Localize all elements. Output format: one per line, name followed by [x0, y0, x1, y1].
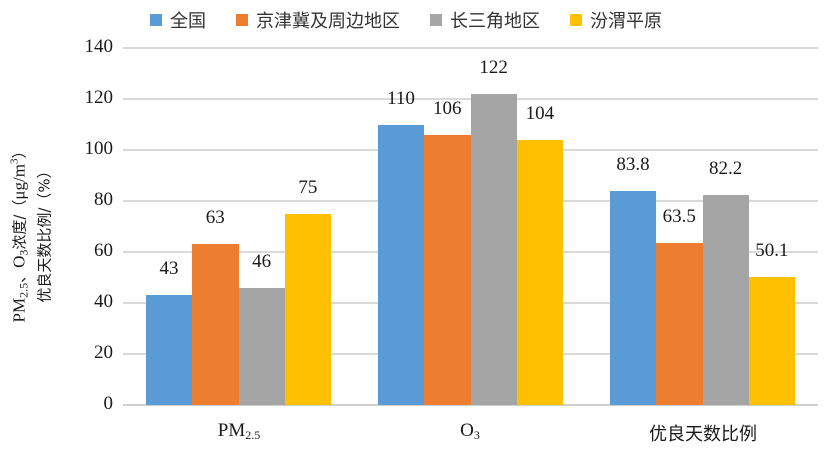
x-axis-line	[123, 404, 818, 406]
bar	[378, 124, 425, 405]
bar	[238, 287, 285, 405]
data-label: 83.8	[616, 154, 650, 176]
bar	[146, 295, 193, 405]
legend-item: 京津冀及周边地区	[236, 7, 400, 33]
x-tick-label: 优良天数比例	[649, 424, 757, 445]
legend-item: 全国	[150, 7, 206, 33]
legend-swatch	[150, 14, 162, 26]
legend-label: 汾渭平原	[590, 11, 662, 32]
bar	[610, 191, 657, 405]
y-axis-title-container: PM2.5、O3浓度/（μg/m3） 优良天数比例/（%）	[8, 118, 54, 348]
bar	[284, 213, 332, 405]
legend-swatch	[570, 14, 582, 26]
data-label: 82.2	[708, 158, 743, 180]
data-label: 110	[387, 87, 415, 109]
bar	[516, 139, 564, 405]
y-tick-label: 40	[94, 291, 113, 312]
legend-label: 京津冀及周边地区	[256, 11, 400, 32]
chart-legend: 全国 京津冀及周边地区 长三角地区 汾渭平原	[150, 8, 692, 32]
legend-label: 全国	[170, 11, 206, 32]
y-axis-ticks: 0 20 40 60 80 100 120 140	[50, 0, 114, 455]
data-label: 63.5	[662, 206, 696, 228]
y-tick-label: 0	[103, 393, 114, 414]
gridline	[123, 47, 818, 49]
x-tick-label: PM2.5	[217, 420, 261, 442]
bar	[656, 243, 703, 405]
legend-item: 长三角地区	[430, 7, 540, 33]
data-label: 50.1	[755, 240, 789, 262]
y-tick-label: 120	[84, 87, 114, 108]
plot-area: 43 63 46 75 110 106 122 104 83.8 63.5 82.2 50.1	[123, 47, 818, 406]
data-label: 43	[159, 258, 179, 280]
y-tick-label: 60	[94, 240, 113, 261]
data-label: 104	[525, 102, 555, 124]
y-tick-label: 20	[94, 342, 113, 363]
legend-swatch	[236, 14, 248, 26]
legend-swatch	[430, 14, 442, 26]
y-axis-title-line1: PM2.5、O3浓度/（μg/m3）	[8, 143, 31, 323]
y-tick-label: 140	[84, 36, 114, 57]
legend-item: 汾渭平原	[570, 7, 662, 33]
data-label: 75	[298, 176, 318, 198]
data-label: 122	[479, 56, 508, 78]
gridline	[123, 98, 818, 100]
bar	[424, 134, 471, 405]
x-tick-label: O3	[460, 420, 480, 442]
bar	[702, 195, 749, 405]
data-label: 63	[205, 207, 225, 229]
data-label: 106	[433, 97, 462, 119]
bar	[470, 93, 517, 405]
bar	[748, 277, 796, 405]
bar	[192, 244, 239, 405]
legend-label: 长三角地区	[450, 11, 540, 32]
y-tick-label: 80	[94, 189, 113, 210]
data-label: 46	[252, 250, 272, 272]
y-tick-label: 100	[84, 138, 114, 159]
y-axis-title: PM2.5、O3浓度/（μg/m3） 优良天数比例/（%）	[5, 143, 56, 322]
